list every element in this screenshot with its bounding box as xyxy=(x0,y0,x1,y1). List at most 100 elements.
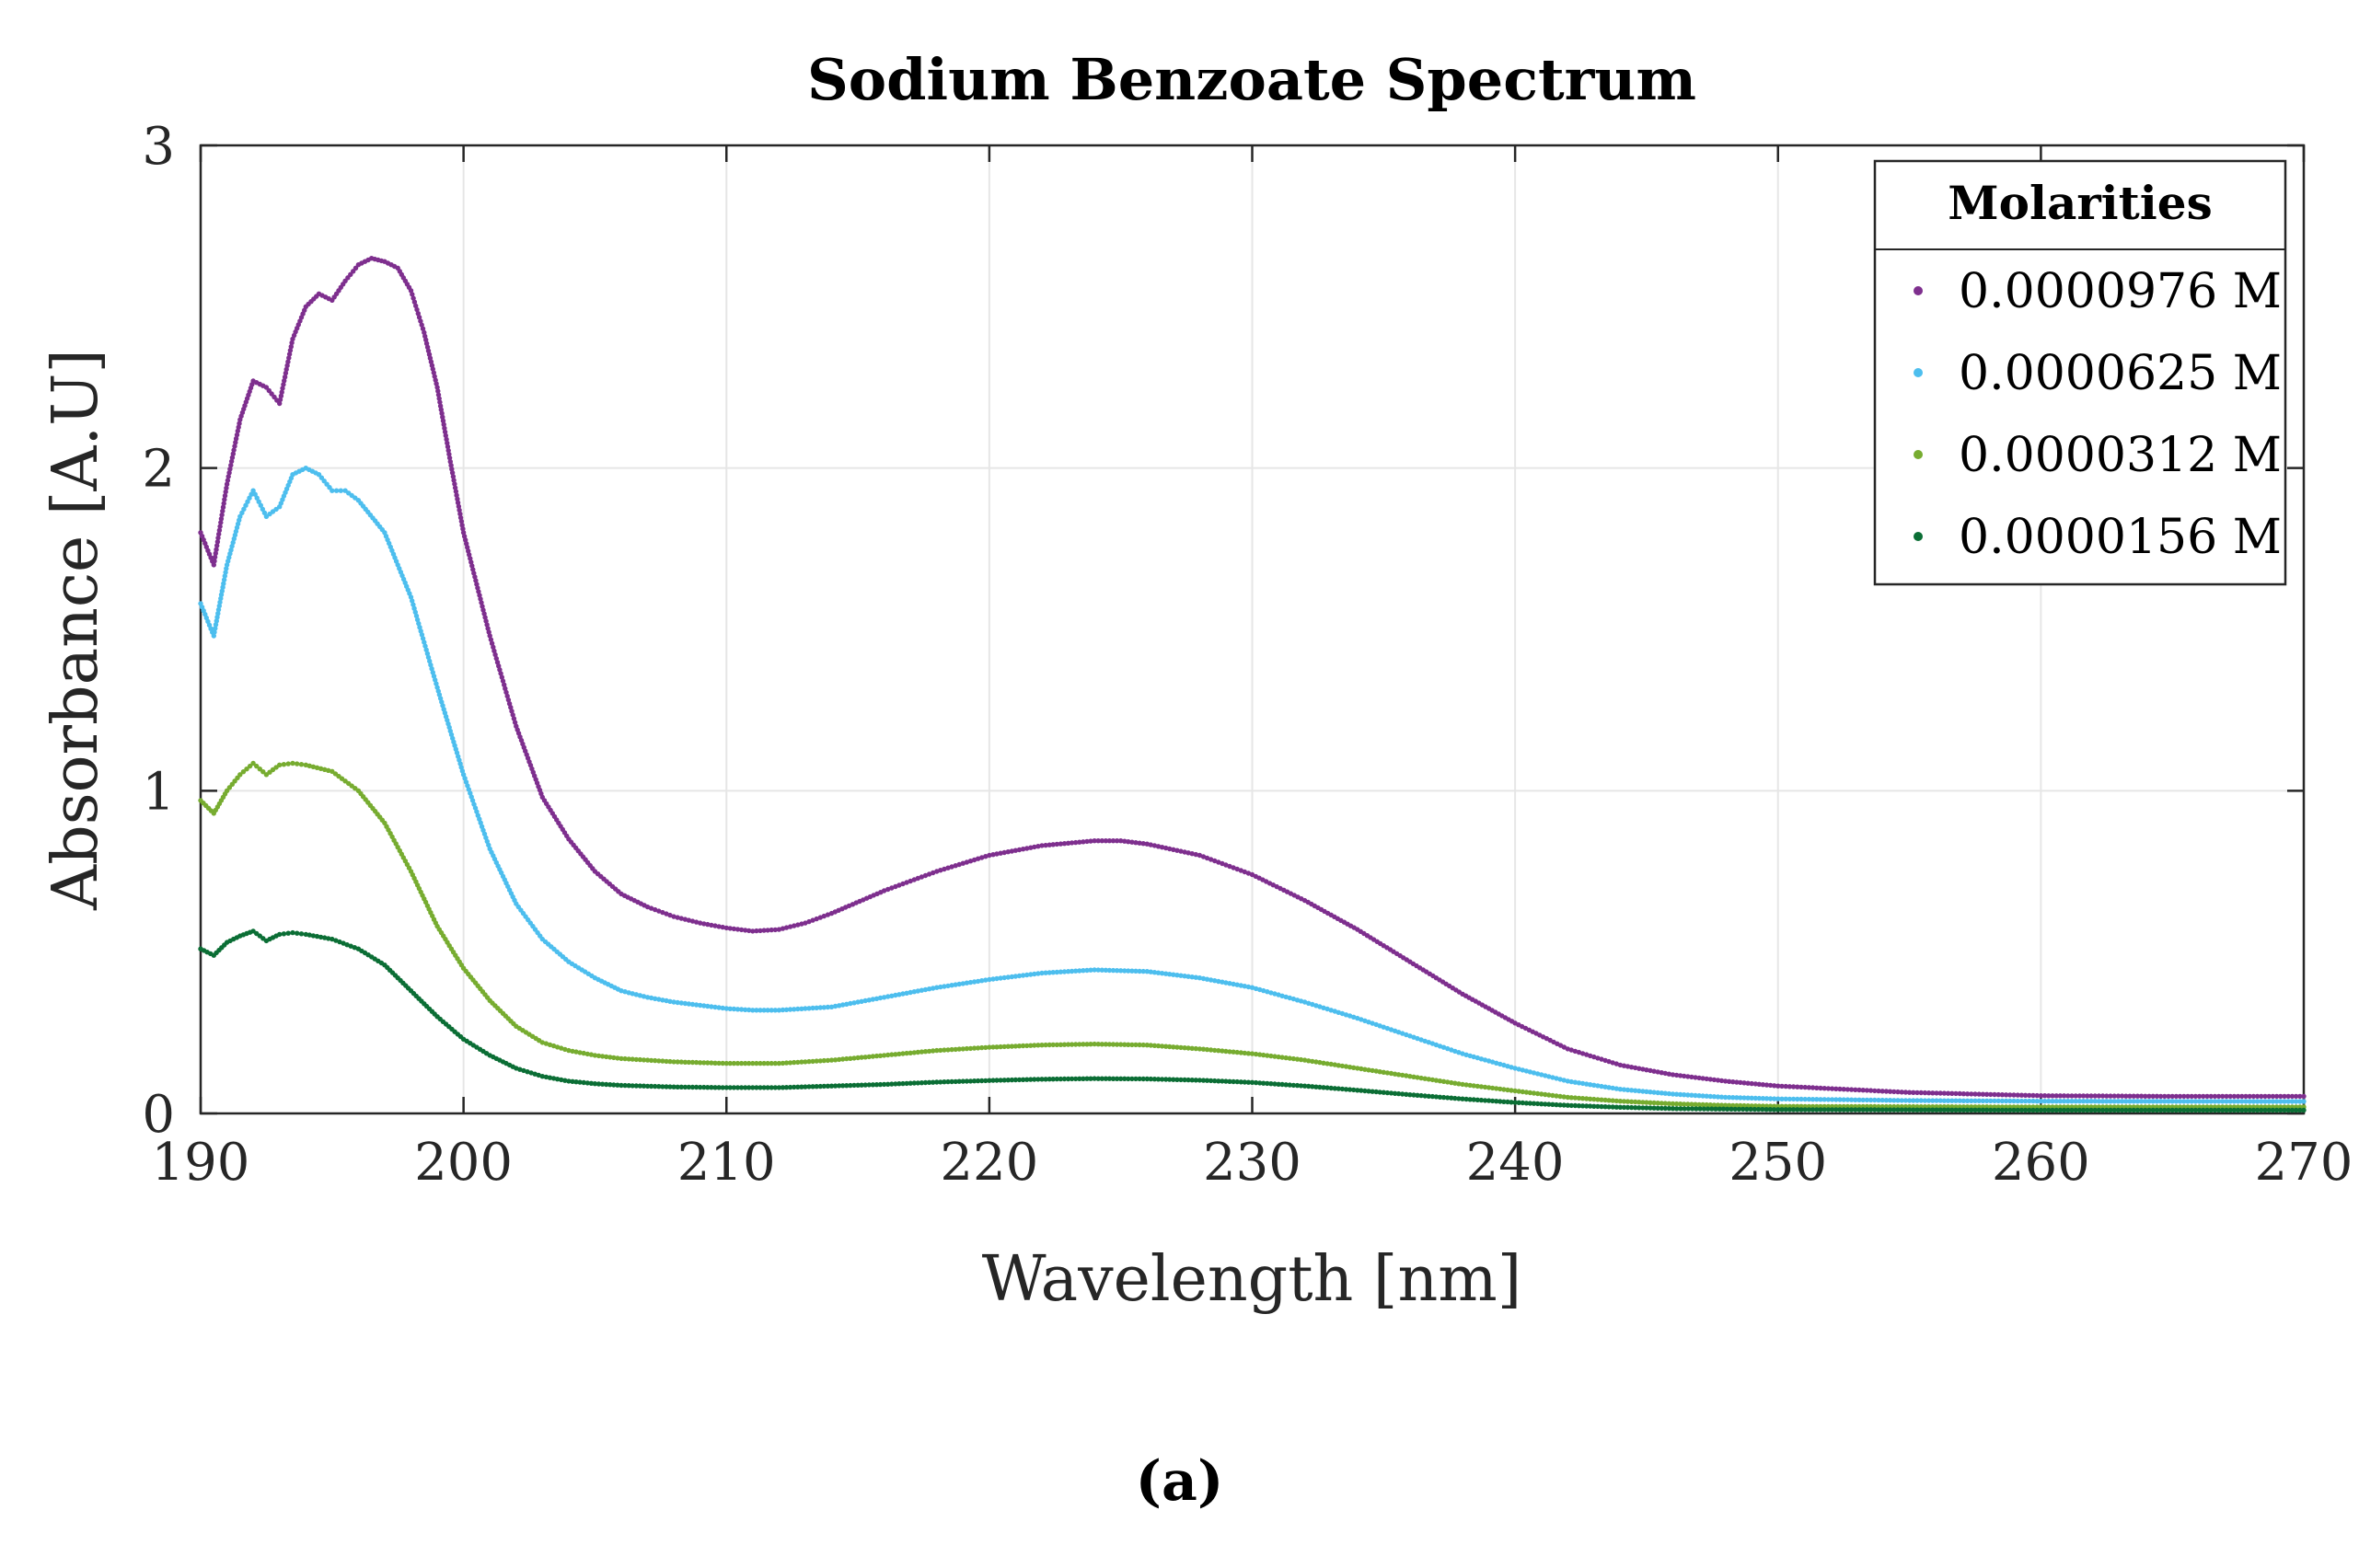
data-point xyxy=(855,999,861,1005)
data-point xyxy=(2065,1107,2071,1113)
data-point xyxy=(885,886,891,893)
data-point xyxy=(1081,1042,1086,1047)
data-point xyxy=(1937,1107,1943,1113)
data-point xyxy=(1355,1088,1360,1093)
data-point xyxy=(908,1050,913,1056)
data-point xyxy=(1937,1098,1943,1103)
data-point xyxy=(2208,1099,2214,1104)
data-point xyxy=(1606,1058,1612,1065)
data-point xyxy=(550,1076,557,1081)
data-point xyxy=(451,478,457,483)
data-point xyxy=(2123,1093,2129,1099)
data-point xyxy=(214,547,219,552)
data-point xyxy=(1422,1093,1428,1099)
data-point xyxy=(1265,989,1270,995)
data-point xyxy=(1092,838,1097,844)
data-point xyxy=(330,936,335,942)
data-point xyxy=(261,510,268,515)
data-point xyxy=(2092,1107,2098,1113)
data-point xyxy=(599,1081,606,1087)
data-point xyxy=(1028,1043,1034,1048)
data-point xyxy=(295,930,300,936)
data-point xyxy=(1640,1089,1646,1094)
data-point xyxy=(1290,1055,1297,1062)
data-point xyxy=(1212,1078,1218,1084)
data-point xyxy=(1133,1076,1139,1082)
data-point xyxy=(1339,1086,1346,1092)
data-point xyxy=(746,928,752,934)
data-point xyxy=(1561,1094,1567,1100)
data-point xyxy=(1844,1097,1851,1102)
data-point xyxy=(780,1085,786,1090)
data-point xyxy=(1388,1090,1394,1096)
legend: Molarities 0.0000976 M0.0000625 M0.00003… xyxy=(1873,159,2287,586)
data-point xyxy=(964,980,970,986)
data-point xyxy=(487,633,492,639)
data-point xyxy=(1313,1059,1319,1065)
data-point xyxy=(2227,1099,2233,1104)
data-point xyxy=(855,1055,861,1061)
data-point xyxy=(525,1069,530,1075)
data-point xyxy=(1584,1103,1590,1109)
x-tick-label: 200 xyxy=(414,1133,513,1193)
data-point xyxy=(1249,1051,1255,1056)
data-point xyxy=(2289,1099,2295,1104)
data-point xyxy=(2076,1093,2083,1099)
data-point xyxy=(1945,1107,1951,1113)
data-point xyxy=(439,410,445,416)
data-point xyxy=(2057,1107,2064,1113)
data-point xyxy=(716,924,722,929)
data-point xyxy=(1980,1098,1986,1104)
data-point xyxy=(436,396,442,401)
data-point xyxy=(667,1058,673,1065)
data-point xyxy=(701,921,707,927)
data-point xyxy=(2088,1093,2094,1099)
data-point xyxy=(1381,1024,1387,1030)
data-point xyxy=(607,1055,613,1060)
data-point xyxy=(1853,1087,1858,1093)
data-point xyxy=(1561,1102,1567,1108)
data-point xyxy=(712,923,718,928)
data-point xyxy=(1069,1042,1075,1047)
data-point xyxy=(1806,1085,1812,1090)
data-point xyxy=(224,481,230,487)
data-point xyxy=(1682,1092,1687,1098)
data-point xyxy=(218,592,225,597)
data-point xyxy=(1673,1091,1680,1097)
data-point xyxy=(2099,1093,2106,1099)
data-point xyxy=(1122,838,1127,844)
data-point xyxy=(441,421,446,427)
data-point xyxy=(1122,968,1127,974)
data-point xyxy=(664,1084,669,1090)
data-point xyxy=(1212,858,1218,864)
data-point xyxy=(410,598,415,604)
data-point xyxy=(908,878,913,884)
data-point xyxy=(1934,1090,1939,1096)
data-point xyxy=(644,1057,651,1063)
data-point xyxy=(1565,1102,1571,1108)
data-point xyxy=(502,682,507,687)
data-point xyxy=(2123,1099,2129,1104)
data-point xyxy=(2162,1093,2168,1100)
data-point xyxy=(889,1052,895,1057)
data-point xyxy=(727,1085,733,1090)
data-point xyxy=(1711,1077,1717,1083)
data-point xyxy=(1685,1101,1691,1107)
data-point xyxy=(1050,970,1056,975)
data-point xyxy=(298,762,305,767)
data-point xyxy=(2038,1093,2044,1099)
data-point xyxy=(825,912,831,917)
data-point xyxy=(716,1005,722,1010)
data-point xyxy=(1914,1107,1920,1113)
data-point xyxy=(1174,973,1180,978)
data-point xyxy=(814,1084,819,1090)
data-point xyxy=(814,1058,819,1064)
data-point xyxy=(675,1059,680,1065)
data-point xyxy=(2157,1093,2164,1100)
data-point xyxy=(1736,1106,1742,1113)
data-point xyxy=(573,1079,579,1085)
data-point xyxy=(2050,1093,2055,1099)
data-point xyxy=(998,1078,1003,1083)
data-point xyxy=(828,1057,835,1063)
data-point xyxy=(660,1084,665,1090)
